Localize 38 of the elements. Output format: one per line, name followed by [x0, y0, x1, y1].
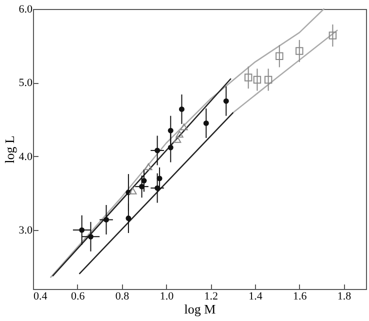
point — [79, 227, 85, 233]
point — [264, 76, 272, 84]
point — [141, 178, 147, 184]
point — [328, 32, 337, 40]
point — [129, 188, 137, 194]
point — [253, 76, 262, 84]
x-axis-title: log M — [184, 302, 216, 316]
point — [176, 130, 184, 138]
point — [180, 123, 188, 130]
point — [203, 120, 209, 126]
y-tick-label: 3.0 — [18, 224, 33, 237]
y-tick-label: 6.0 — [18, 4, 33, 16]
point — [223, 98, 229, 104]
point — [168, 144, 174, 150]
y-axis-title: log L — [2, 136, 17, 164]
y-tick-label: 4.0 — [18, 150, 33, 163]
point — [154, 148, 160, 154]
point — [276, 52, 284, 60]
line-series — [50, 8, 324, 278]
x-tick-label: 1.2 — [204, 290, 218, 302]
point — [88, 234, 94, 240]
point — [296, 47, 304, 55]
point — [156, 176, 162, 182]
point — [173, 136, 182, 143]
x-tick-label: 0.8 — [115, 290, 130, 302]
point — [244, 74, 252, 82]
point — [104, 217, 109, 222]
point — [168, 128, 174, 134]
x-tick-label: 1.6 — [293, 290, 308, 302]
x-tick-label: 0.4 — [34, 290, 48, 302]
point — [126, 216, 132, 221]
x-tick-label: 1.8 — [337, 290, 352, 302]
x-tick-label: 1.4 — [248, 290, 263, 302]
point — [179, 106, 184, 112]
point — [144, 163, 152, 170]
y-tick-label: 5.0 — [18, 77, 33, 90]
x-tick-label: 1.0 — [160, 290, 174, 302]
x-tick-label: 0.6 — [71, 290, 86, 302]
